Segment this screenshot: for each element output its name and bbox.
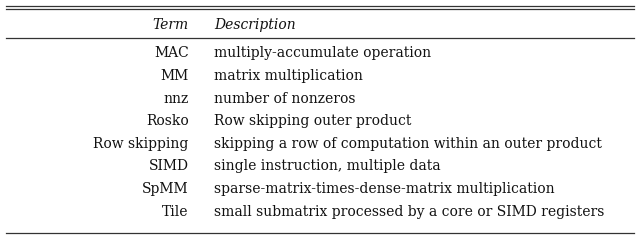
- Text: Row skipping: Row skipping: [93, 137, 189, 151]
- Text: Tile: Tile: [163, 205, 189, 219]
- Text: Term: Term: [153, 18, 189, 32]
- Text: number of nonzeros: number of nonzeros: [214, 91, 356, 106]
- Text: sparse-matrix-times-dense-matrix multiplication: sparse-matrix-times-dense-matrix multipl…: [214, 182, 555, 196]
- Text: skipping a row of computation within an outer product: skipping a row of computation within an …: [214, 137, 602, 151]
- Text: small submatrix processed by a core or SIMD registers: small submatrix processed by a core or S…: [214, 205, 605, 219]
- Text: MM: MM: [161, 69, 189, 83]
- Text: Rosko: Rosko: [146, 114, 189, 128]
- Text: SpMM: SpMM: [142, 182, 189, 196]
- Text: MAC: MAC: [154, 46, 189, 60]
- Text: Row skipping outer product: Row skipping outer product: [214, 114, 412, 128]
- Text: Description: Description: [214, 18, 296, 32]
- Text: SIMD: SIMD: [148, 160, 189, 173]
- Text: single instruction, multiple data: single instruction, multiple data: [214, 160, 441, 173]
- Text: nnz: nnz: [164, 91, 189, 106]
- Text: multiply-accumulate operation: multiply-accumulate operation: [214, 46, 431, 60]
- Text: matrix multiplication: matrix multiplication: [214, 69, 364, 83]
